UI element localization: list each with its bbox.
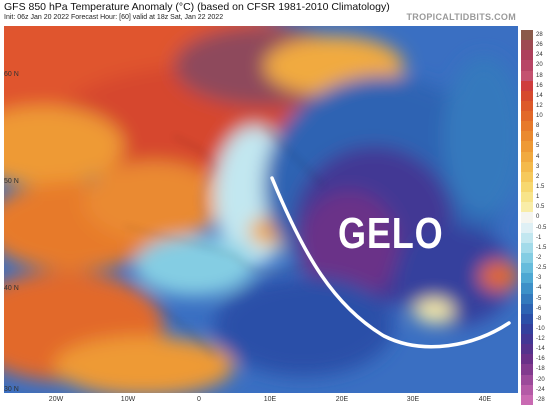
colorbar-label: 0 bbox=[536, 214, 540, 221]
colorbar-swatch bbox=[521, 121, 533, 132]
colorbar-label: -5 bbox=[536, 295, 542, 302]
colorbar-label: -6 bbox=[536, 305, 542, 312]
colorbar-label: 1.5 bbox=[536, 184, 545, 191]
colorbar-swatch bbox=[521, 30, 533, 41]
colorbar-label: 6 bbox=[536, 133, 540, 140]
colorbar-label: 18 bbox=[536, 72, 543, 79]
colorbar-swatch bbox=[521, 263, 533, 274]
colorbar bbox=[521, 30, 533, 406]
lon-label-30e: 30E bbox=[406, 396, 420, 403]
lat-label-50n: 50 N bbox=[4, 178, 19, 185]
colorbar-swatch bbox=[521, 222, 533, 234]
colorbar-swatch bbox=[521, 70, 533, 82]
colorbar-swatch bbox=[521, 364, 533, 376]
map-title: GFS 850 hPa Temperature Anomaly (°C) (ba… bbox=[4, 1, 390, 13]
colorbar-swatch bbox=[521, 131, 533, 142]
colorbar-swatch bbox=[521, 202, 533, 213]
colorbar-label: 28 bbox=[536, 32, 543, 38]
site-watermark: TROPICALTIDBITS.COM bbox=[406, 12, 516, 22]
colorbar-swatch bbox=[521, 394, 533, 406]
colorbar-label: -2.5 bbox=[536, 265, 547, 272]
colorbar-swatch bbox=[521, 80, 533, 92]
colorbar-label: 26 bbox=[536, 42, 543, 49]
colorbar-label: 14 bbox=[536, 92, 543, 99]
colorbar-label: -12 bbox=[536, 336, 545, 343]
colorbar-swatch bbox=[521, 232, 533, 244]
colorbar-label: 16 bbox=[536, 82, 543, 89]
colorbar-label: 12 bbox=[536, 102, 543, 109]
cold-label: GELO bbox=[338, 209, 444, 258]
colorbar-label: -24 bbox=[536, 386, 545, 393]
colorbar-swatch bbox=[521, 171, 533, 183]
lat-label-60n: 60 N bbox=[4, 71, 19, 78]
colorbar-label: -0.5 bbox=[536, 224, 547, 231]
colorbar-label: 4 bbox=[536, 153, 540, 160]
colorbar-label: 2 bbox=[536, 173, 540, 180]
lat-label-40n: 40 N bbox=[4, 285, 19, 292]
colorbar-label: -2 bbox=[536, 254, 542, 261]
colorbar-swatch bbox=[521, 283, 533, 294]
colorbar-swatch bbox=[521, 141, 533, 153]
colorbar-label: -20 bbox=[536, 376, 545, 383]
colorbar-label: -18 bbox=[536, 366, 545, 373]
colorbar-label: 1 bbox=[536, 194, 540, 201]
colorbar-label: -8 bbox=[536, 315, 542, 322]
colorbar-label: -1.5 bbox=[536, 244, 547, 251]
colorbar-swatch bbox=[521, 374, 533, 386]
colorbar-swatch bbox=[521, 100, 533, 112]
coastlines bbox=[123, 125, 325, 357]
colorbar-label: 8 bbox=[536, 123, 540, 130]
colorbar-swatch bbox=[521, 293, 533, 305]
colorbar-swatch bbox=[521, 151, 533, 163]
colorbar-label: -16 bbox=[536, 356, 545, 363]
colorbar-label: 5 bbox=[536, 143, 540, 150]
colorbar-label: 3 bbox=[536, 163, 540, 170]
colorbar-swatch bbox=[521, 252, 533, 264]
lon-label-20w: 20W bbox=[48, 396, 64, 403]
colorbar-swatch bbox=[521, 354, 533, 365]
forecast-info: Init: 06z Jan 20 2022 Forecast Hour: [60… bbox=[4, 14, 224, 21]
colorbar-label: 10 bbox=[536, 113, 543, 120]
colorbar-swatch bbox=[521, 182, 533, 193]
colorbar-label: 20 bbox=[536, 62, 543, 69]
lon-label-10e: 10E bbox=[263, 396, 277, 403]
colorbar-swatch bbox=[521, 273, 533, 284]
colorbar-swatch bbox=[521, 192, 533, 203]
colorbar-swatch bbox=[521, 50, 533, 61]
colorbar-swatch bbox=[521, 384, 533, 396]
colorbar-label: -4 bbox=[536, 285, 542, 292]
colorbar-label: 0.5 bbox=[536, 204, 545, 211]
colorbar-label: -10 bbox=[536, 325, 545, 332]
colorbar-swatch bbox=[521, 212, 533, 224]
colorbar-swatch bbox=[521, 111, 533, 122]
lon-label-20e: 20E bbox=[335, 396, 349, 403]
colorbar-swatch bbox=[521, 40, 533, 51]
lon-label-10w: 10W bbox=[120, 396, 136, 403]
colorbar-swatch bbox=[521, 161, 533, 173]
lon-label-40e: 40E bbox=[478, 396, 492, 403]
colorbar-label: -3 bbox=[536, 275, 542, 282]
colorbar-label: 24 bbox=[536, 52, 543, 59]
colorbar-label: -1 bbox=[536, 234, 542, 241]
anomaly-map bbox=[4, 26, 518, 393]
colorbar-swatch bbox=[521, 313, 533, 325]
map-header: GFS 850 hPa Temperature Anomaly (°C) (ba… bbox=[0, 0, 550, 26]
lon-label-0: 0 bbox=[197, 396, 201, 403]
colorbar-swatch bbox=[521, 334, 533, 345]
colorbar-swatch bbox=[521, 323, 533, 335]
colorbar-swatch bbox=[521, 303, 533, 315]
colorbar-label: -14 bbox=[536, 346, 545, 353]
colorbar-label: -28 bbox=[536, 396, 545, 403]
cold-front-arc bbox=[270, 176, 511, 349]
lat-label-30n: 30 N bbox=[4, 386, 19, 393]
colorbar-swatch bbox=[521, 90, 533, 102]
colorbar-swatch bbox=[521, 242, 533, 254]
colorbar-swatch bbox=[521, 344, 533, 355]
colorbar-swatch bbox=[521, 60, 533, 72]
